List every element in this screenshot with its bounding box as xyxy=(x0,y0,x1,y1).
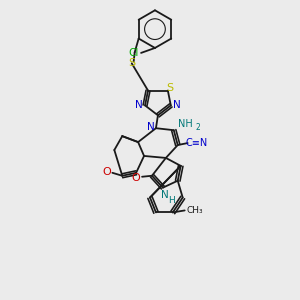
Text: N: N xyxy=(173,100,181,110)
Text: CH₃: CH₃ xyxy=(186,206,203,215)
Text: S: S xyxy=(128,58,135,68)
Text: Cl: Cl xyxy=(128,48,138,58)
Text: S: S xyxy=(166,82,173,93)
Text: C≡N: C≡N xyxy=(185,138,208,148)
Text: 2: 2 xyxy=(195,123,200,132)
Text: O: O xyxy=(132,173,140,183)
Text: O: O xyxy=(102,167,111,177)
Text: N: N xyxy=(147,122,155,132)
Text: N: N xyxy=(135,100,143,110)
Text: N: N xyxy=(161,190,169,200)
Text: NH: NH xyxy=(178,119,193,129)
Text: H: H xyxy=(168,196,175,205)
